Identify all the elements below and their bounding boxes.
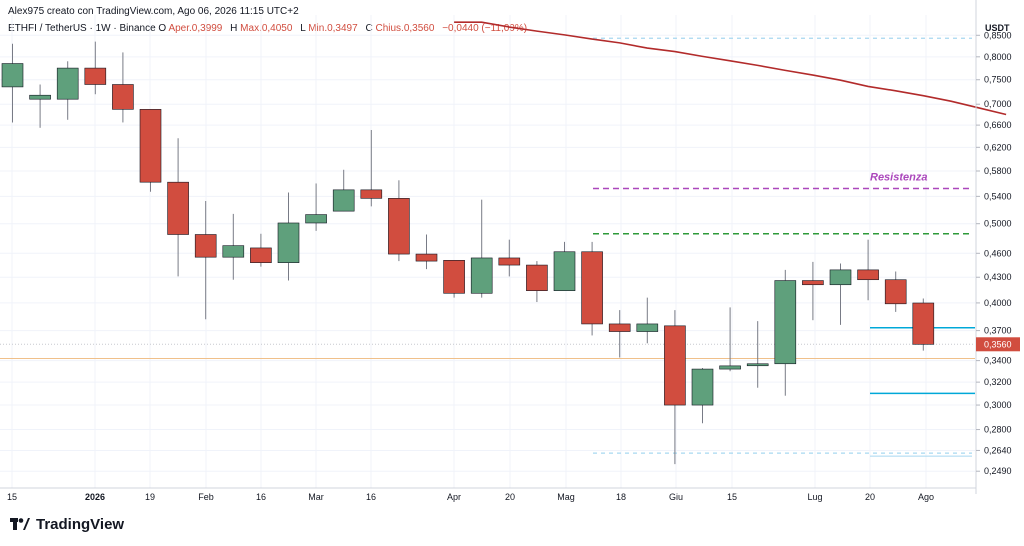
candle-body [664, 325, 686, 406]
price-tick-label: 0,2490 [984, 466, 1012, 476]
price-tick-label: 0,7500 [984, 75, 1012, 85]
candle-body [415, 253, 438, 262]
open-value: Aper.0,3999 [168, 23, 223, 34]
candle-body [884, 279, 907, 305]
candle-body [774, 280, 797, 365]
price-tick-label: 0,2640 [984, 445, 1012, 455]
candle-body [305, 214, 327, 224]
price-tick-label: 0,8500 [984, 30, 1012, 40]
symbol-legend: ETHFI / TetherUS · 1W · Binance O Aper.0… [8, 23, 527, 34]
time-tick-label: Lug [807, 492, 822, 502]
candle-body [250, 247, 272, 263]
high-label: H [230, 23, 238, 34]
price-tick-label: 0,4000 [984, 298, 1012, 308]
candle-body [388, 198, 410, 255]
resistance-annotation: Resistenza [870, 172, 927, 184]
close-label: C [365, 23, 373, 34]
author-line: Alex975 creato con TradingView.com, Ago … [8, 6, 299, 17]
time-tick-label: 15 [727, 492, 737, 502]
open-label: O [158, 23, 167, 34]
price-tick-label: 0,3700 [984, 326, 1012, 336]
candle-body [360, 189, 383, 199]
time-tick-label: 16 [366, 492, 376, 502]
candle-body [194, 234, 217, 258]
tradingview-logo-icon [10, 518, 30, 530]
candle-body [829, 269, 852, 286]
time-tick-label: 20 [865, 492, 875, 502]
tradingview-logo[interactable]: TradingView [10, 516, 124, 533]
candle-body [746, 363, 769, 367]
candle-body [332, 189, 355, 212]
time-tick-label: 2026 [85, 492, 105, 502]
candlestick-chart[interactable]: Resistenza 0,8500 0,8000 0,7500 0,7000 0,6600… [0, 0, 1024, 510]
price-tick-label: 0,3400 [984, 356, 1012, 366]
candle-body [802, 280, 824, 286]
candle-body [443, 260, 465, 294]
price-tick-label: 0,7000 [984, 99, 1012, 109]
price-tick-label: 0,4300 [984, 272, 1012, 282]
time-tick-label: 15 [7, 492, 17, 502]
time-tick-label: Giu [669, 492, 683, 502]
candle-body [553, 251, 576, 292]
time-tick-label: Ago [918, 492, 934, 502]
last-price-badge [976, 337, 1020, 352]
price-tick-label: 0,3000 [984, 400, 1012, 410]
change-value: −0,0440 (−11,00%) [442, 23, 528, 34]
price-tick-label: 0,8000 [984, 52, 1012, 62]
time-tick-label: Apr [447, 492, 461, 502]
candle-body [857, 269, 879, 281]
candle-body [526, 264, 548, 292]
candle-body [719, 365, 741, 370]
candle-body [167, 181, 189, 235]
moving-average-line [454, 21, 1007, 116]
candle-body [84, 67, 107, 85]
price-tick-label: 0,5400 [984, 191, 1012, 201]
candle-body [581, 251, 603, 325]
symbol-name: ETHFI / TetherUS · 1W · Binance [8, 23, 156, 34]
candle-body [470, 257, 493, 294]
time-tick-label: 20 [505, 492, 515, 502]
candle-body [1, 63, 24, 88]
high-value: Max.0,4050 [240, 23, 293, 34]
price-tick-label: 0,3200 [984, 377, 1012, 387]
candle-body [608, 323, 631, 332]
candle-body [636, 323, 659, 332]
last-price-label: 0,3560 [984, 339, 1012, 349]
time-tick-label: Feb [198, 492, 214, 502]
brand-name: TradingView [36, 516, 125, 533]
price-tick-label: 0,6600 [984, 120, 1012, 130]
candle-body [277, 222, 300, 263]
price-tick-label: 0,5000 [984, 219, 1012, 229]
candle-body [112, 84, 134, 110]
candle-body [222, 245, 245, 258]
close-value: Chius.0,3560 [375, 23, 435, 34]
price-tick-label: 0,4600 [984, 248, 1012, 258]
candle-body [498, 257, 521, 266]
time-tick-label: 16 [256, 492, 266, 502]
price-tick-label: 0,6200 [984, 142, 1012, 152]
candle-body [29, 94, 51, 100]
time-tick-label: Mar [308, 492, 324, 502]
low-label: L [300, 23, 306, 34]
time-tick-label: 18 [616, 492, 626, 502]
currency-label: USDT [985, 23, 1010, 33]
price-tick-label: 0,2800 [984, 425, 1012, 435]
candle-body [139, 109, 162, 183]
low-value: Min.0,3497 [308, 23, 358, 34]
time-tick-label: Mag [557, 492, 575, 502]
candle-body [912, 302, 935, 345]
time-tick-label: 19 [145, 492, 155, 502]
candle-body [691, 368, 714, 406]
price-tick-label: 0,5800 [984, 166, 1012, 176]
candle-body [56, 67, 79, 100]
